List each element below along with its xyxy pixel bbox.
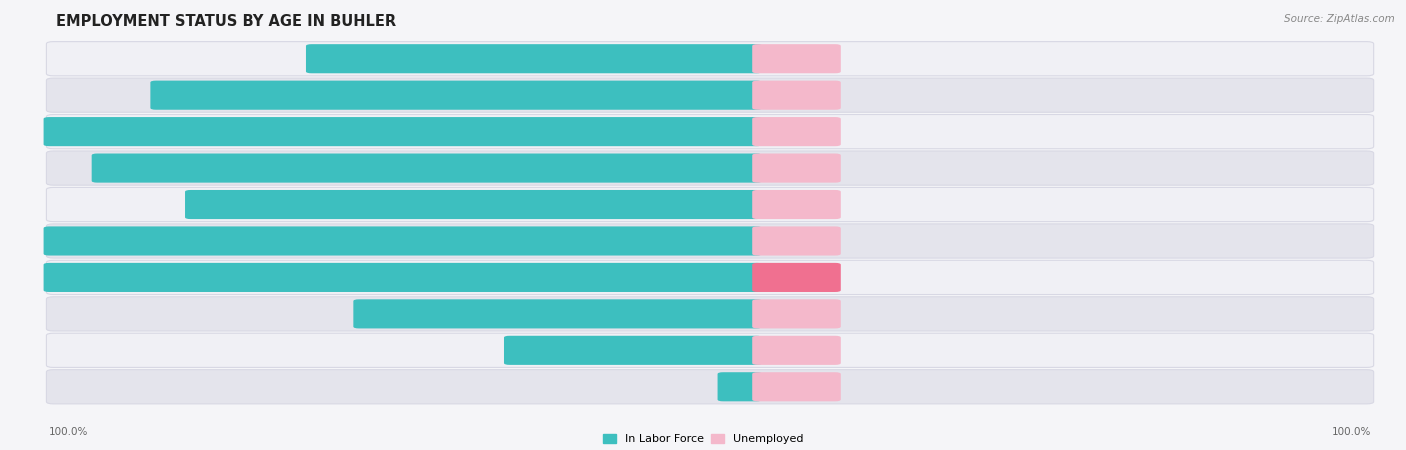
Text: Source: ZipAtlas.com: Source: ZipAtlas.com (1284, 14, 1395, 23)
Text: 62.9%: 62.9% (326, 54, 361, 64)
Text: 45 to 54 Years: 45 to 54 Years (759, 236, 834, 246)
Text: 100.0%: 100.0% (1331, 427, 1371, 437)
Text: 16 to 19 Years: 16 to 19 Years (759, 54, 834, 64)
Legend: In Labor Force, Unemployed: In Labor Force, Unemployed (603, 434, 803, 445)
Text: 20 to 24 Years: 20 to 24 Years (759, 90, 834, 100)
Text: 0.0%: 0.0% (853, 126, 880, 137)
Text: 100.0%: 100.0% (63, 236, 107, 246)
Text: 60 to 64 Years: 60 to 64 Years (759, 309, 834, 319)
Text: 80.0%: 80.0% (205, 199, 240, 210)
Text: 65 to 74 Years: 65 to 74 Years (759, 345, 834, 356)
Text: 0.0%: 0.0% (853, 236, 880, 246)
Text: 0.0%: 0.0% (853, 199, 880, 210)
Text: 6.5%: 6.5% (853, 90, 880, 100)
Text: 3.6%: 3.6% (853, 54, 880, 64)
Text: 0.0%: 0.0% (853, 309, 880, 319)
Text: 93.2%: 93.2% (111, 163, 148, 173)
Text: EMPLOYMENT STATUS BY AGE IN BUHLER: EMPLOYMENT STATUS BY AGE IN BUHLER (56, 14, 396, 28)
Text: 100.0%: 100.0% (63, 126, 107, 137)
Text: 100.0%: 100.0% (63, 272, 107, 283)
Text: 10.5%: 10.5% (853, 272, 886, 283)
Text: 0.0%: 0.0% (853, 345, 880, 356)
Text: 4.7%: 4.7% (690, 382, 716, 392)
Text: 75 Years and over: 75 Years and over (759, 382, 852, 392)
Text: 84.9%: 84.9% (170, 90, 207, 100)
Text: 55 to 59 Years: 55 to 59 Years (759, 272, 834, 283)
Text: 0.0%: 0.0% (853, 163, 880, 173)
Text: 0.0%: 0.0% (853, 382, 880, 392)
Text: 30 to 34 Years: 30 to 34 Years (759, 163, 834, 173)
Text: 34.9%: 34.9% (523, 345, 560, 356)
Text: 35 to 44 Years: 35 to 44 Years (759, 199, 834, 210)
Text: 25 to 29 Years: 25 to 29 Years (759, 126, 834, 137)
Text: 56.2%: 56.2% (373, 309, 409, 319)
Text: 100.0%: 100.0% (49, 427, 89, 437)
